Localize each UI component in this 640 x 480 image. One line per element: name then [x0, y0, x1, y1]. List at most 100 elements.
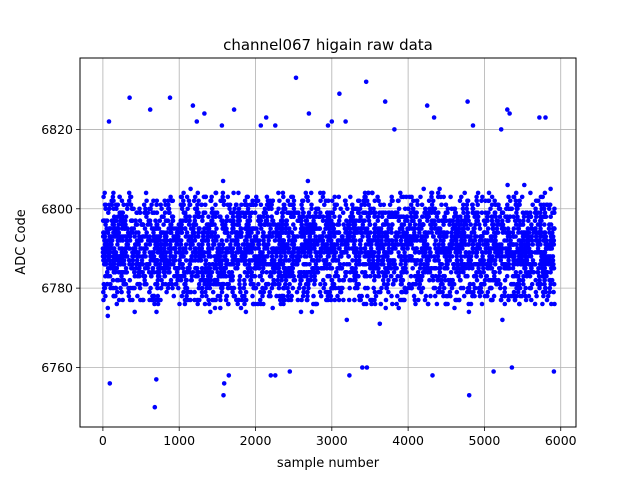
- data-point: [310, 266, 316, 271]
- data-point: [126, 190, 132, 196]
- data-point: [473, 285, 478, 291]
- data-point: [199, 285, 205, 291]
- data-point: [206, 254, 211, 259]
- data-point: [305, 289, 310, 295]
- data-point: [319, 250, 324, 255]
- data-point: [521, 214, 527, 219]
- data-point: [234, 297, 239, 303]
- data-point: [414, 198, 420, 204]
- data-point: [419, 234, 424, 239]
- data-point: [470, 123, 476, 128]
- data-point: [489, 194, 495, 200]
- data-point: [486, 190, 492, 196]
- data-point: [321, 258, 326, 263]
- data-point: [152, 226, 157, 231]
- data-point: [345, 242, 350, 247]
- data-point: [211, 281, 216, 287]
- data-point: [379, 238, 384, 243]
- data-point: [537, 222, 542, 227]
- data-point: [126, 198, 132, 204]
- data-point: [195, 234, 201, 239]
- data-point: [127, 246, 132, 251]
- data-point: [159, 258, 164, 263]
- data-point: [372, 277, 377, 283]
- data-point: [458, 285, 464, 291]
- data-point: [543, 115, 548, 120]
- data-point: [291, 250, 297, 255]
- data-point: [166, 206, 172, 212]
- data-point: [356, 210, 362, 215]
- data-point: [183, 258, 189, 263]
- data-point: [199, 293, 205, 299]
- data-point: [503, 246, 508, 251]
- data-point: [389, 250, 394, 255]
- data-point: [286, 297, 291, 303]
- data-point: [134, 258, 140, 263]
- data-point: [368, 242, 373, 247]
- data-point: [468, 234, 474, 239]
- data-point: [410, 206, 416, 212]
- data-point: [128, 218, 134, 223]
- data-point: [199, 238, 205, 243]
- data-point: [280, 190, 286, 196]
- data-point: [441, 194, 447, 200]
- data-point: [234, 250, 239, 255]
- data-point: [123, 270, 129, 275]
- data-point: [451, 262, 456, 267]
- data-point: [362, 273, 368, 279]
- data-point: [248, 226, 254, 231]
- data-point: [137, 218, 143, 223]
- data-point: [182, 226, 188, 231]
- data-point: [285, 285, 290, 291]
- data-point: [528, 250, 533, 255]
- data-point: [494, 242, 499, 247]
- data-point: [264, 270, 269, 275]
- data-point: [360, 210, 366, 215]
- data-point: [182, 210, 188, 215]
- data-point: [412, 250, 418, 255]
- data-point: [461, 202, 466, 208]
- data-point: [491, 230, 497, 235]
- data-point: [298, 277, 303, 283]
- data-point: [123, 246, 128, 251]
- data-point: [493, 214, 499, 219]
- data-point: [318, 198, 323, 204]
- data-point: [506, 218, 511, 223]
- data-point: [529, 226, 534, 231]
- data-point: [472, 273, 477, 279]
- data-point: [539, 206, 544, 212]
- data-point: [152, 246, 158, 251]
- data-point: [196, 281, 202, 287]
- data-point: [149, 238, 154, 243]
- data-point: [281, 297, 286, 303]
- data-point: [211, 242, 216, 247]
- data-point: [430, 277, 436, 283]
- data-point: [320, 238, 326, 243]
- data-point: [192, 289, 197, 295]
- data-point: [520, 258, 526, 263]
- data-point: [186, 266, 192, 271]
- data-point: [327, 210, 332, 215]
- data-point: [101, 246, 107, 251]
- data-point: [290, 262, 295, 267]
- data-point: [302, 246, 308, 251]
- data-point: [452, 206, 458, 212]
- data-point: [459, 238, 464, 243]
- data-point: [144, 198, 149, 204]
- data-point: [314, 226, 319, 231]
- data-point: [301, 210, 306, 215]
- data-point: [457, 270, 463, 275]
- data-point: [489, 214, 495, 219]
- data-point: [546, 206, 552, 212]
- data-point: [432, 210, 438, 215]
- data-point: [411, 226, 417, 231]
- data-point: [291, 246, 296, 251]
- data-point: [309, 222, 315, 227]
- data-point: [459, 258, 464, 263]
- data-point: [477, 270, 482, 275]
- data-point: [521, 281, 526, 287]
- data-point: [498, 285, 503, 291]
- data-point: [103, 206, 108, 212]
- data-point: [515, 289, 521, 295]
- y-axis-label: ADC Code: [14, 209, 29, 274]
